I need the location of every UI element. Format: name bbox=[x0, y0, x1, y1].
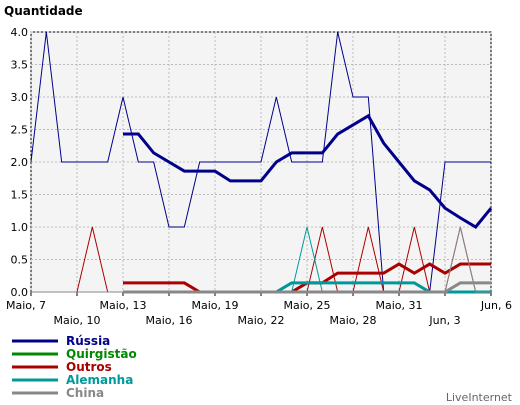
y-tick-label: 3.5 bbox=[11, 59, 29, 72]
y-tick-label: 4.0 bbox=[11, 26, 29, 39]
y-axis-label: Quantidade bbox=[4, 4, 83, 18]
legend-label-russia: Rússia bbox=[66, 334, 110, 348]
x-tick-label: Jun, 3 bbox=[428, 314, 460, 327]
x-tick-label: Maio, 25 bbox=[283, 299, 330, 312]
series-lines bbox=[30, 31, 493, 294]
x-tick-label: Maio, 19 bbox=[191, 299, 238, 312]
x-tick-label: Maio, 10 bbox=[53, 314, 100, 327]
y-axis-ticks: 0.0 0.5 1.0 1.5 2.0 2.5 3.0 3.5 4.0 bbox=[11, 26, 29, 299]
legend-label-quirgistao: Quirgistão bbox=[66, 347, 137, 361]
x-tick-label: Maio, 16 bbox=[145, 314, 192, 327]
series-line-china-average bbox=[123, 281, 491, 294]
y-tick-label: 0.0 bbox=[11, 286, 29, 299]
x-tick-label: Maio, 7 bbox=[6, 299, 46, 312]
y-tick-label: 0.5 bbox=[11, 254, 29, 267]
y-tick-label: 1.5 bbox=[11, 189, 29, 202]
y-tick-label: 1.0 bbox=[11, 221, 29, 234]
legend-label-outros: Outros bbox=[66, 360, 112, 374]
x-tick-label: Maio, 28 bbox=[329, 314, 376, 327]
series-line-russia-average bbox=[123, 113, 493, 229]
legend-label-alemanha: Alemanha bbox=[66, 373, 133, 387]
y-tick-label: 3.0 bbox=[11, 91, 29, 104]
y-tick-label: 2.0 bbox=[11, 156, 29, 169]
y-tick-label: 2.5 bbox=[11, 124, 29, 137]
x-axis-ticks: Maio, 7 Maio, 10 Maio, 13 Maio, 16 Maio, 19 M… bbox=[6, 292, 512, 327]
x-tick-label: Maio, 22 bbox=[237, 314, 284, 327]
x-tick-label: Maio, 31 bbox=[375, 299, 422, 312]
x-tick-label: Jun, 6 bbox=[480, 299, 512, 312]
x-tick-label: Maio, 13 bbox=[99, 299, 146, 312]
credit-text: LiveInternet bbox=[446, 391, 513, 404]
legend-label-china: China bbox=[66, 386, 104, 400]
